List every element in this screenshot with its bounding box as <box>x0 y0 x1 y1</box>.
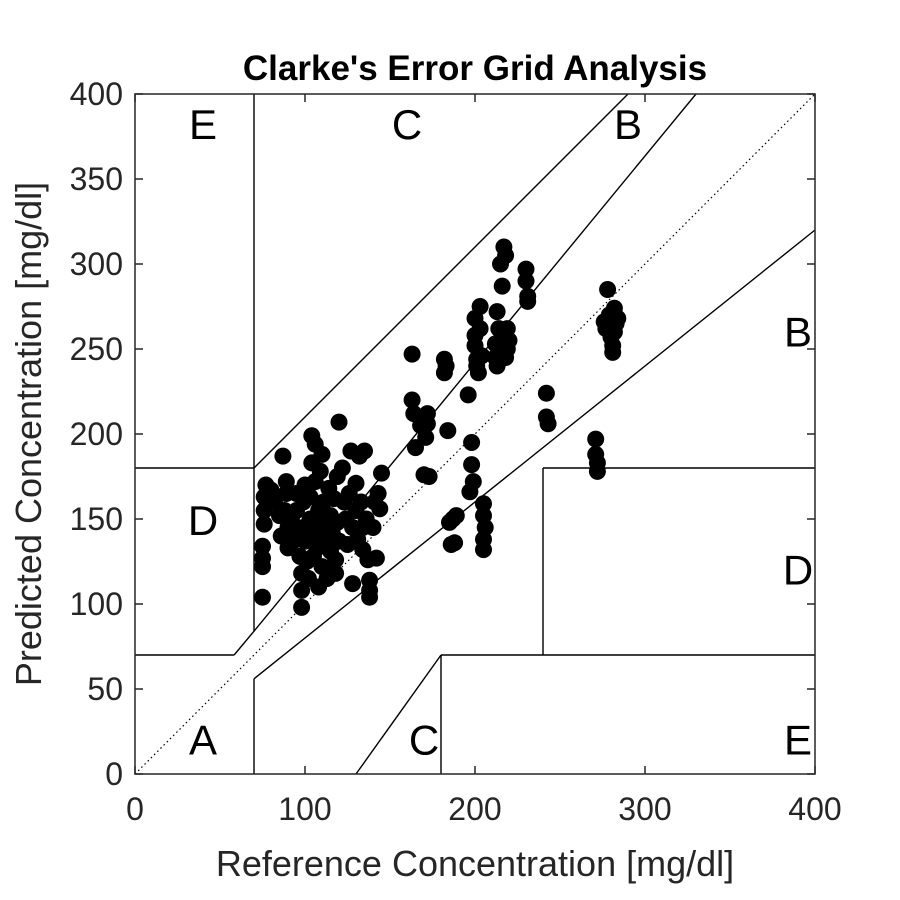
data-point-124 <box>475 495 492 513</box>
data-point-123 <box>473 347 491 365</box>
y-tick-label-300: 300 <box>70 246 123 282</box>
data-point-114 <box>464 473 482 491</box>
data-points <box>254 238 627 616</box>
data-point-142 <box>500 332 518 349</box>
data-point-109 <box>447 507 465 525</box>
data-point-128 <box>476 519 494 536</box>
data-point-146 <box>519 292 537 310</box>
data-point-103 <box>437 357 455 375</box>
data-point-62 <box>330 413 348 431</box>
data-point-35 <box>301 488 319 506</box>
y-tick-label-50: 50 <box>87 671 123 707</box>
data-point-73 <box>347 474 365 492</box>
zone-label-b-3: B <box>784 308 812 355</box>
x-axis-ticks: 0 100 200 300 400 <box>126 94 842 827</box>
y-tick-label-150: 150 <box>70 501 123 537</box>
data-point-46 <box>311 462 329 480</box>
zone-boundary-line-2 <box>233 630 255 656</box>
x-tick-label-200: 200 <box>448 791 501 827</box>
zone-labels: A B B C C D D E E <box>188 101 813 763</box>
zone-label-a-1: A <box>189 716 217 763</box>
chart-title: Clarke's Error Grid Analysis <box>243 49 707 88</box>
data-point-156 <box>599 281 617 298</box>
data-point-64 <box>333 459 351 477</box>
data-point-70 <box>344 575 362 593</box>
data-point-88 <box>369 485 387 502</box>
data-point-84 <box>361 588 379 606</box>
zone-label-d-7: D <box>783 546 813 593</box>
x-tick-label-400: 400 <box>788 791 841 827</box>
data-point-153 <box>588 462 606 480</box>
zone-label-d-6: D <box>188 497 218 544</box>
data-point-89 <box>371 500 389 518</box>
y-tick-label-0: 0 <box>105 756 123 792</box>
y-tick-label-350: 350 <box>70 161 123 197</box>
data-point-97 <box>417 428 435 446</box>
data-point-4 <box>254 537 271 555</box>
data-point-144 <box>517 272 535 290</box>
x-tick-label-0: 0 <box>126 791 144 827</box>
data-point-13 <box>274 447 292 465</box>
data-point-1 <box>254 588 271 606</box>
zone-label-c-4: C <box>392 101 422 148</box>
data-point-25 <box>293 598 311 616</box>
data-point-127 <box>475 541 492 559</box>
data-point-85 <box>364 519 382 536</box>
data-point-122 <box>471 320 489 338</box>
x-tick-label-300: 300 <box>618 791 671 827</box>
y-tick-label-100: 100 <box>70 586 123 622</box>
data-point-120 <box>469 364 487 382</box>
y-tick-label-400: 400 <box>70 76 123 112</box>
data-point-132 <box>488 303 506 321</box>
data-point-48 <box>313 445 331 463</box>
data-point-87 <box>367 549 385 567</box>
zone-label-e-8: E <box>189 101 217 148</box>
zone-boundary-line-8 <box>355 654 442 775</box>
zone-label-b-2: B <box>614 101 642 148</box>
data-point-138 <box>497 247 515 264</box>
data-point-143 <box>517 260 535 278</box>
data-point-100 <box>420 468 438 485</box>
data-point-3 <box>254 549 271 567</box>
data-point-149 <box>539 415 557 433</box>
data-point-76 <box>352 493 370 511</box>
zone-label-e-9: E <box>784 716 812 763</box>
data-point-16 <box>277 473 295 491</box>
y-axis-ticks: 0 50 100 150 200 250 300 350 400 <box>70 76 815 792</box>
data-point-147 <box>537 384 555 402</box>
data-point-160 <box>604 343 622 361</box>
identity-line <box>134 93 816 775</box>
y-tick-label-200: 200 <box>70 416 123 452</box>
data-point-121 <box>471 298 489 315</box>
zone-boundary-line-6 <box>253 229 816 680</box>
data-point-91 <box>403 345 421 363</box>
data-point-135 <box>493 277 511 295</box>
zone-boundary-line-5 <box>253 93 629 469</box>
data-point-112 <box>463 456 481 474</box>
identity-diagonal <box>134 93 816 775</box>
data-point-79 <box>356 442 373 460</box>
data-point-150 <box>587 430 605 448</box>
y-tick-label-250: 250 <box>70 331 123 367</box>
data-point-90 <box>373 464 390 482</box>
data-point-5 <box>255 515 273 533</box>
data-point-113 <box>463 434 481 451</box>
zone-label-c-5: C <box>409 716 439 763</box>
data-point-99 <box>418 415 436 433</box>
data-point-92 <box>403 391 421 409</box>
x-tick-label-100: 100 <box>278 791 331 827</box>
data-point-108 <box>446 534 464 552</box>
data-point-104 <box>439 422 457 440</box>
y-axis-label: Predicted Concentration [mg/dl] <box>8 182 49 686</box>
x-axis-label: Reference Concentration [mg/dl] <box>216 843 734 884</box>
data-point-58 <box>327 564 345 582</box>
data-point-110 <box>459 386 477 404</box>
data-point-59 <box>327 551 345 569</box>
data-point-164 <box>609 309 627 327</box>
